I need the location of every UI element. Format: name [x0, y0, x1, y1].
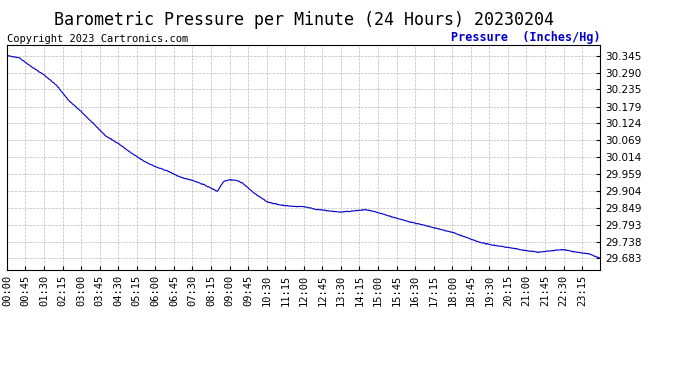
Text: Barometric Pressure per Minute (24 Hours) 20230204: Barometric Pressure per Minute (24 Hours… [54, 11, 553, 29]
Text: Copyright 2023 Cartronics.com: Copyright 2023 Cartronics.com [7, 34, 188, 44]
Text: Pressure  (Inches/Hg): Pressure (Inches/Hg) [451, 31, 600, 44]
